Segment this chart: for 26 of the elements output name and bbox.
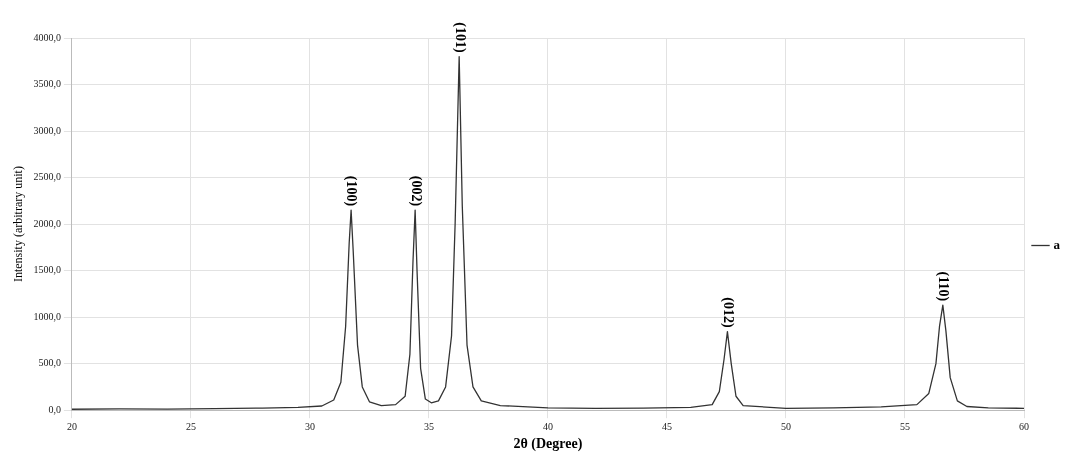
y-tick-label: 500,0 <box>38 357 61 369</box>
y-axis-title: Intensity (arbitrary unit) <box>11 166 26 283</box>
x-tick-label: 20 <box>66 420 77 432</box>
x-tick-label: 40 <box>542 420 553 432</box>
x-tick-label: 55 <box>899 420 910 432</box>
x-tick-label: 45 <box>661 420 672 432</box>
x-tick-label: 50 <box>780 420 791 432</box>
annotation: (002) <box>407 175 424 207</box>
x-axis-title: 2θ (Degree) <box>513 436 583 453</box>
annotation: (012) <box>719 297 736 328</box>
annotation: (101) <box>451 22 468 53</box>
annotation: (110) <box>935 271 952 302</box>
x-tick-label: 35 <box>423 420 434 432</box>
y-tick-label: 2000,0 <box>33 217 61 229</box>
x-tick-label: 30 <box>304 420 315 432</box>
y-tick-label: 0,0 <box>48 403 61 415</box>
annotation: (100) <box>343 175 360 207</box>
y-tick-label: 1500,0 <box>33 264 61 276</box>
y-tick-label: 3000,0 <box>33 124 61 136</box>
y-tick-label: 4000,0 <box>33 31 61 43</box>
x-tick-label: 25 <box>185 420 196 432</box>
y-tick-label: 3500,0 <box>33 78 61 90</box>
y-tick-label: 2500,0 <box>33 171 61 183</box>
y-tick-label: 1000,0 <box>33 310 61 322</box>
legend-label: a <box>1053 236 1061 252</box>
x-tick-label: 60 <box>1019 420 1029 432</box>
